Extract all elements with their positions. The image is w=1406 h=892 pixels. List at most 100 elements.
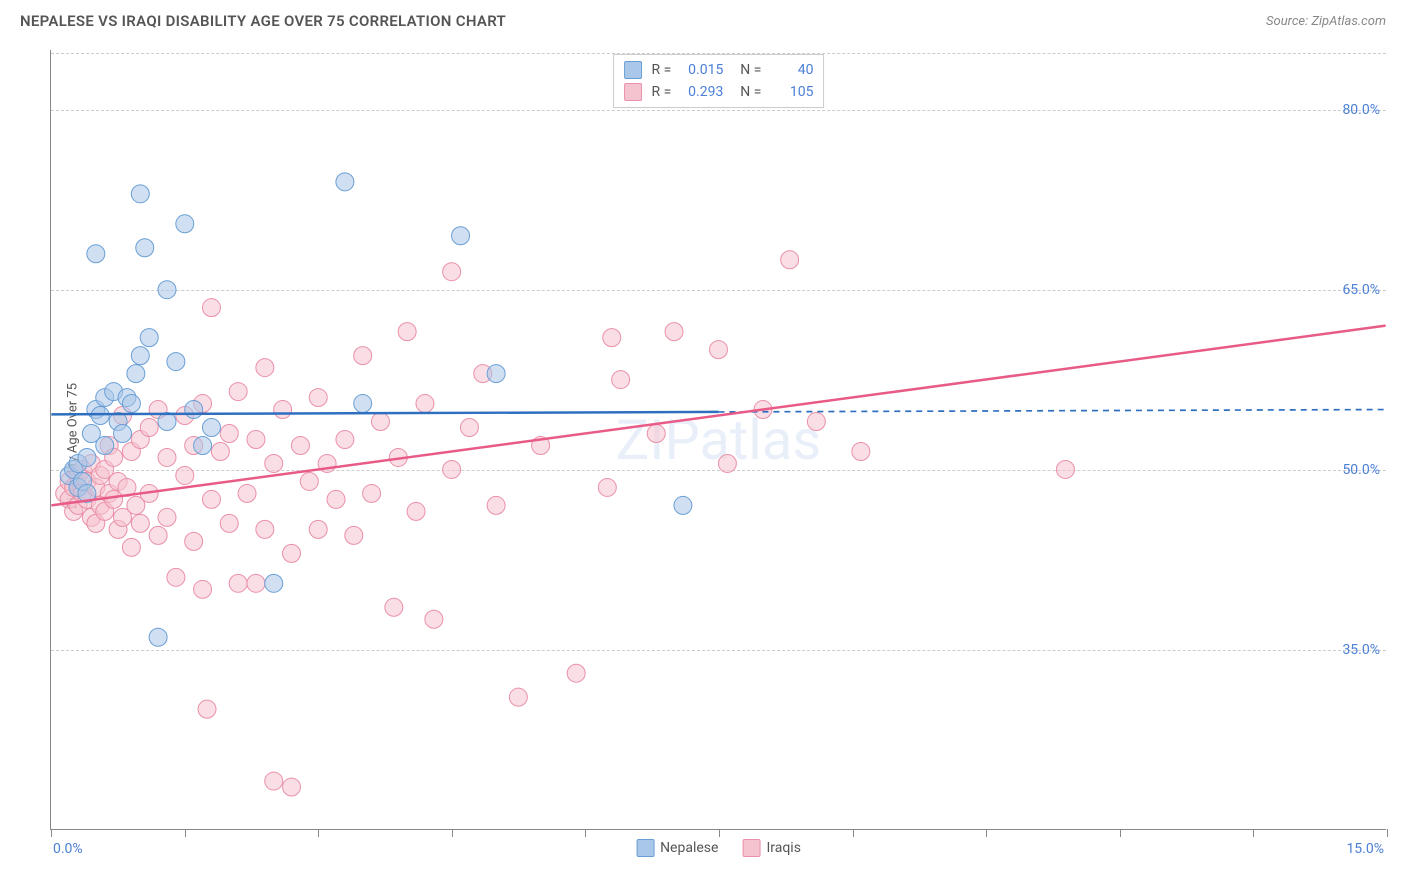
scatter-point: [309, 520, 327, 538]
scatter-point: [229, 383, 247, 401]
x-tick-label: 15.0%: [1346, 841, 1384, 857]
scatter-point: [105, 490, 123, 508]
x-tick: [1253, 829, 1254, 837]
y-tick-label: 80.0%: [1342, 102, 1380, 118]
trend-line-dashed: [719, 410, 1386, 412]
scatter-point: [371, 413, 389, 431]
scatter-point: [300, 472, 318, 490]
gridline: [51, 470, 1386, 471]
scatter-point: [122, 395, 140, 413]
scatter-point: [127, 365, 145, 383]
scatter-point: [87, 401, 105, 419]
x-tick: [1120, 829, 1121, 837]
scatter-point: [109, 520, 127, 538]
scatter-point: [247, 431, 265, 449]
series-legend-item: Nepalese: [636, 839, 718, 857]
scatter-point: [78, 484, 96, 502]
scatter-point: [274, 401, 292, 419]
scatter-point: [385, 598, 403, 616]
scatter-point: [336, 173, 354, 191]
legend-swatch: [624, 83, 642, 101]
scatter-point: [354, 347, 372, 365]
scatter-point: [109, 413, 127, 431]
scatter-point: [327, 490, 345, 508]
scatter-point: [487, 365, 505, 383]
scatter-point: [256, 359, 274, 377]
legend-n-value: 40: [771, 62, 813, 78]
series-legend: Nepalese Iraqis: [636, 839, 801, 857]
scatter-point: [710, 341, 728, 359]
scatter-point: [140, 329, 158, 347]
scatter-point: [238, 484, 256, 502]
scatter-point: [87, 478, 105, 496]
scatter-point: [131, 347, 149, 365]
legend-r-value: 0.015: [681, 62, 723, 78]
scatter-point: [91, 407, 109, 425]
series-legend-label: Iraqis: [766, 840, 800, 856]
scatter-point: [167, 353, 185, 371]
scatter-point: [336, 431, 354, 449]
scatter-point: [220, 425, 238, 443]
legend-r-value: 0.293: [681, 84, 723, 100]
scatter-point: [598, 478, 616, 496]
x-tick: [719, 829, 720, 837]
scatter-point: [202, 490, 220, 508]
scatter-point: [283, 778, 301, 796]
scatter-point: [105, 448, 123, 466]
scatter-point: [65, 502, 83, 520]
scatter-point: [74, 472, 92, 490]
x-tick: [1387, 829, 1388, 837]
scatter-point: [167, 568, 185, 586]
scatter-point: [425, 610, 443, 628]
series-legend-label: Nepalese: [660, 840, 718, 856]
scatter-point: [194, 580, 212, 598]
scatter-point: [140, 484, 158, 502]
x-tick: [185, 829, 186, 837]
scatter-point: [96, 389, 114, 407]
plot-area: ZIPatlas R = 0.015 N = 40 R = 0.293 N = …: [50, 50, 1386, 830]
gridline: [51, 290, 1386, 291]
scatter-point: [109, 472, 127, 490]
scatter-point: [474, 365, 492, 383]
scatter-point: [211, 442, 229, 460]
trend-line: [51, 326, 1385, 506]
scatter-point: [443, 263, 461, 281]
scatter-point: [122, 442, 140, 460]
scatter-point: [407, 502, 425, 520]
scatter-point: [149, 526, 167, 544]
legend-swatch: [624, 61, 642, 79]
scatter-point: [416, 395, 434, 413]
scatter-point: [114, 407, 132, 425]
y-tick-label: 35.0%: [1342, 642, 1380, 658]
chart-container: ZIPatlas R = 0.015 N = 40 R = 0.293 N = …: [50, 50, 1386, 830]
x-tick: [318, 829, 319, 837]
scatter-point: [194, 437, 212, 455]
scatter-point: [136, 239, 154, 257]
scatter-point: [309, 389, 327, 407]
legend-row: R = 0.015 N = 40: [624, 59, 814, 81]
scatter-point: [452, 227, 470, 245]
scatter-point: [96, 502, 114, 520]
scatter-point: [82, 508, 100, 526]
scatter-point: [781, 251, 799, 269]
scatter-point: [149, 401, 167, 419]
scatter-point: [354, 395, 372, 413]
scatter-point: [389, 448, 407, 466]
scatter-point: [87, 245, 105, 263]
scatter-point: [149, 628, 167, 646]
scatter-point: [185, 437, 203, 455]
scatter-point: [198, 700, 216, 718]
scatter-point: [82, 425, 100, 443]
scatter-point: [665, 323, 683, 341]
scatter-point: [256, 520, 274, 538]
scatter-point: [202, 419, 220, 437]
scatter-point: [127, 496, 145, 514]
scatter-point: [96, 437, 114, 455]
scatter-point: [185, 401, 203, 419]
scatter-svg: [51, 50, 1386, 829]
scatter-point: [807, 413, 825, 431]
scatter-point: [363, 484, 381, 502]
scatter-point: [674, 496, 692, 514]
scatter-point: [398, 323, 416, 341]
scatter-point: [118, 389, 136, 407]
